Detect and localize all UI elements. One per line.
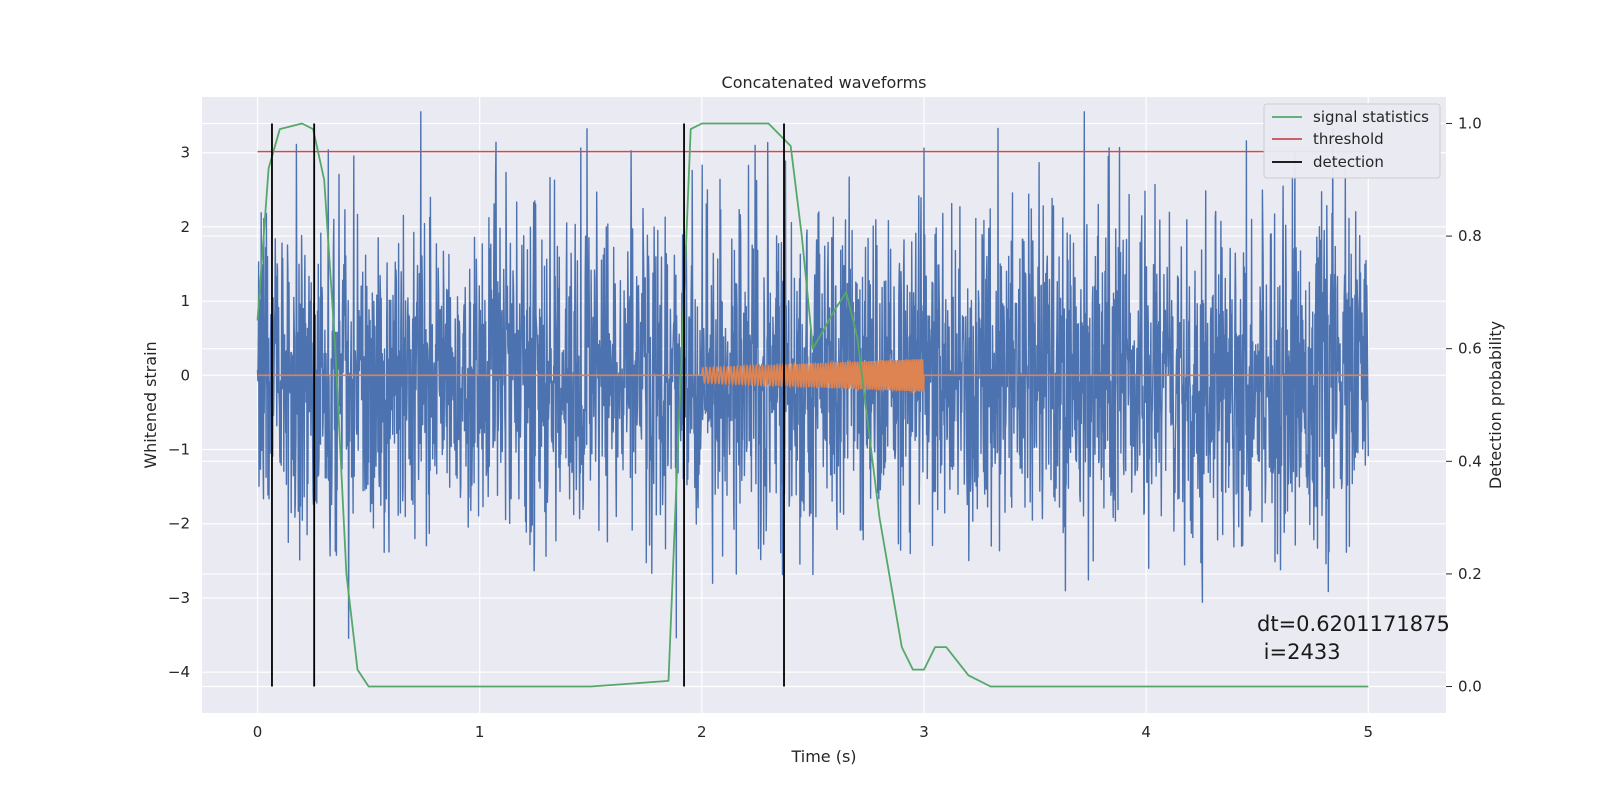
y-tick-label-right: 0.6 bbox=[1458, 340, 1482, 358]
signal-statistics-line bbox=[256, 122, 1369, 688]
y-tick-label: 0 bbox=[180, 366, 190, 384]
x-axis-label: Time (s) bbox=[790, 747, 856, 766]
y-tick-label-right: 0.0 bbox=[1458, 678, 1482, 696]
y-axis-label-right: Detection probability bbox=[1486, 321, 1505, 489]
y-tick-label: 1 bbox=[180, 292, 190, 310]
y-tick-label-right: 0.4 bbox=[1458, 452, 1482, 470]
x-tick-label: 0 bbox=[253, 723, 263, 741]
annotation-index: i=2433 bbox=[1257, 640, 1341, 664]
y-tick-label: −2 bbox=[168, 515, 190, 533]
y-tick-label: 2 bbox=[180, 218, 190, 236]
y-tick-label: −4 bbox=[168, 663, 190, 681]
x-tick-label: 2 bbox=[697, 723, 707, 741]
x-tick-label: 5 bbox=[1363, 723, 1373, 741]
series-layer bbox=[256, 111, 1369, 688]
legend-label-threshold: threshold bbox=[1313, 130, 1384, 148]
chart-title: Concatenated waveforms bbox=[722, 73, 927, 92]
legend-box bbox=[1263, 103, 1441, 179]
x-tick-label: 4 bbox=[1141, 723, 1151, 741]
y-tick-label-right: 0.2 bbox=[1458, 565, 1482, 583]
y-tick-label: −1 bbox=[168, 441, 190, 459]
template-series-line bbox=[257, 357, 1369, 394]
y-tick-label-right: 1.0 bbox=[1458, 114, 1482, 132]
annotation-dt: dt=0.6201171875 bbox=[1257, 612, 1450, 636]
strain-series-line bbox=[256, 111, 1369, 639]
legend-label-detection: detection bbox=[1313, 153, 1384, 171]
legend: signal statistics threshold detection bbox=[1263, 103, 1441, 179]
y-tick-label: 3 bbox=[180, 144, 190, 162]
x-tick-label: 3 bbox=[919, 723, 929, 741]
legend-label-signal-statistics: signal statistics bbox=[1313, 108, 1429, 126]
y-tick-label: −3 bbox=[168, 589, 190, 607]
x-tick-label: 1 bbox=[475, 723, 485, 741]
y-axis-label: Whitened strain bbox=[141, 341, 160, 468]
ticks-layer: 0 1 2 3 4 5 −4 −3 −2 −1 0 1 2 3 0.0 0.2 0.4 0.6 0.8 1.0 bbox=[168, 114, 1482, 741]
y-tick-label-right: 0.8 bbox=[1458, 227, 1482, 245]
